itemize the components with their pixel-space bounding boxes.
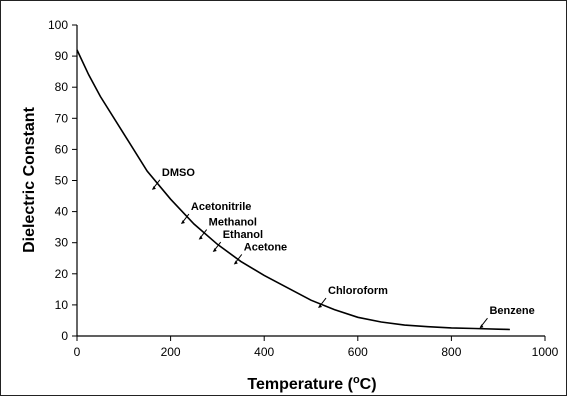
x-tick-label: 600 xyxy=(348,345,368,359)
y-tick-label: 60 xyxy=(55,142,69,156)
annotation-label: DMSO xyxy=(162,167,195,179)
y-axis-title: Dielectric Constant xyxy=(21,106,38,252)
annotation-arrowhead xyxy=(151,185,156,190)
annotation-label: Methanol xyxy=(209,217,257,229)
x-tick-label: 800 xyxy=(441,345,461,359)
axes xyxy=(76,25,545,337)
annotation-arrowhead xyxy=(180,220,185,225)
annotation-label: Acetonitrile xyxy=(191,201,252,213)
annotation-arrowhead xyxy=(318,304,323,309)
y-tick-label: 50 xyxy=(55,174,69,188)
y-tick-label: 10 xyxy=(55,298,69,312)
y-tick-label: 30 xyxy=(55,236,69,250)
annotation-label: Benzene xyxy=(489,305,534,317)
y-tick-label: 70 xyxy=(55,111,69,125)
y-tick-label: 100 xyxy=(48,18,68,32)
annotation-arrowhead xyxy=(212,248,217,253)
x-tick-label: 0 xyxy=(74,345,81,359)
x-ticks: 0 200 400 600 800 1000 xyxy=(74,336,559,359)
annotation-label: Acetone xyxy=(244,241,287,253)
x-tick-label: 1000 xyxy=(532,345,559,359)
x-axis-title: Temperature (oC) xyxy=(247,374,376,393)
x-tick-label: 400 xyxy=(254,345,274,359)
annotation-label: Ethanol xyxy=(223,229,263,241)
y-tick-label: 40 xyxy=(55,205,69,219)
x-tick-label: 200 xyxy=(161,345,181,359)
series-line xyxy=(76,49,510,331)
annotation-arrowhead xyxy=(479,324,484,329)
y-ticks: 0 10 20 30 40 50 60 70 80 90 100 xyxy=(48,18,77,343)
y-tick-label: 20 xyxy=(55,267,69,281)
annotation-arrowhead xyxy=(198,235,203,240)
annotation-arrowhead xyxy=(233,260,238,265)
annotation-label: Chloroform xyxy=(328,285,388,297)
y-tick-label: 0 xyxy=(61,329,68,343)
y-tick-label: 80 xyxy=(55,80,69,94)
y-tick-label: 90 xyxy=(55,49,69,63)
